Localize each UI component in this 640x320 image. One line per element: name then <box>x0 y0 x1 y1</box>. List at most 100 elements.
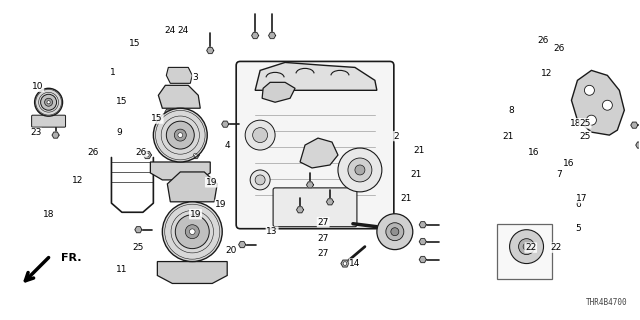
Polygon shape <box>631 122 638 128</box>
Text: 5: 5 <box>576 224 582 233</box>
Circle shape <box>391 228 399 236</box>
Polygon shape <box>166 68 192 83</box>
Text: 24: 24 <box>164 27 175 36</box>
Polygon shape <box>341 260 349 267</box>
Text: 18: 18 <box>570 119 581 128</box>
Polygon shape <box>239 242 246 248</box>
FancyBboxPatch shape <box>31 115 65 127</box>
Text: 27: 27 <box>317 218 329 227</box>
Polygon shape <box>143 152 152 158</box>
Text: 1: 1 <box>109 68 115 77</box>
Circle shape <box>518 239 534 255</box>
Polygon shape <box>252 33 259 39</box>
Text: THR4B4700: THR4B4700 <box>586 298 627 307</box>
Text: 12: 12 <box>72 176 83 185</box>
Circle shape <box>35 88 63 116</box>
Text: 21: 21 <box>413 146 425 155</box>
Text: 14: 14 <box>349 259 361 268</box>
Text: 25: 25 <box>579 119 591 128</box>
Circle shape <box>509 230 543 264</box>
Circle shape <box>47 101 50 104</box>
Text: 23: 23 <box>30 128 42 137</box>
Text: 26: 26 <box>136 148 147 156</box>
Text: 16: 16 <box>528 148 540 156</box>
Text: 12: 12 <box>541 69 552 78</box>
Polygon shape <box>269 33 276 39</box>
Text: 18: 18 <box>43 210 54 219</box>
Text: 22: 22 <box>550 243 562 252</box>
Text: 6: 6 <box>576 200 582 209</box>
Text: 15: 15 <box>116 97 128 106</box>
Circle shape <box>186 225 199 239</box>
Polygon shape <box>255 62 377 90</box>
Text: 9: 9 <box>116 128 122 137</box>
Circle shape <box>166 121 195 149</box>
Text: 15: 15 <box>129 39 141 48</box>
Text: 27: 27 <box>317 234 329 243</box>
FancyBboxPatch shape <box>236 61 394 229</box>
Text: 26: 26 <box>538 36 549 45</box>
Polygon shape <box>52 132 59 138</box>
Text: 2: 2 <box>394 132 399 140</box>
Bar <box>497 224 552 279</box>
Circle shape <box>45 98 52 106</box>
Text: 17: 17 <box>576 194 588 203</box>
Polygon shape <box>296 207 303 213</box>
Text: 26: 26 <box>554 44 565 53</box>
Text: 19: 19 <box>189 210 201 219</box>
Polygon shape <box>157 261 227 284</box>
Polygon shape <box>150 162 210 180</box>
Circle shape <box>602 100 612 110</box>
Text: 19: 19 <box>215 200 227 209</box>
Polygon shape <box>572 70 625 135</box>
Circle shape <box>586 115 596 125</box>
Circle shape <box>250 170 270 190</box>
Circle shape <box>253 128 268 143</box>
Circle shape <box>348 158 372 182</box>
Circle shape <box>245 120 275 150</box>
Polygon shape <box>636 142 640 148</box>
Circle shape <box>174 129 186 141</box>
Text: 25: 25 <box>579 132 591 140</box>
Text: 27: 27 <box>317 250 329 259</box>
Circle shape <box>584 85 595 95</box>
Text: 21: 21 <box>502 132 514 140</box>
Circle shape <box>145 153 149 157</box>
Circle shape <box>154 108 207 162</box>
Text: 8: 8 <box>509 106 515 115</box>
Circle shape <box>175 215 209 249</box>
Text: 7: 7 <box>557 170 563 179</box>
Polygon shape <box>158 85 200 108</box>
Circle shape <box>163 202 222 261</box>
FancyBboxPatch shape <box>273 188 357 227</box>
Circle shape <box>355 165 365 175</box>
Circle shape <box>523 243 530 250</box>
Text: 21: 21 <box>401 194 412 203</box>
Polygon shape <box>167 172 217 202</box>
Text: 20: 20 <box>225 246 236 255</box>
Circle shape <box>343 262 347 265</box>
Polygon shape <box>307 182 314 188</box>
Circle shape <box>377 214 413 250</box>
Polygon shape <box>135 227 142 233</box>
Text: 26: 26 <box>88 148 99 156</box>
Polygon shape <box>300 138 338 168</box>
Text: FR.: FR. <box>61 252 81 263</box>
Text: 11: 11 <box>116 265 128 275</box>
Polygon shape <box>191 152 199 158</box>
Text: 22: 22 <box>525 243 536 252</box>
Circle shape <box>178 133 182 138</box>
Polygon shape <box>419 222 426 228</box>
Circle shape <box>386 223 404 241</box>
Polygon shape <box>262 82 295 102</box>
Circle shape <box>255 175 265 185</box>
Circle shape <box>338 148 382 192</box>
Polygon shape <box>207 47 214 53</box>
Circle shape <box>40 94 56 110</box>
Text: 15: 15 <box>152 114 163 123</box>
Text: 19: 19 <box>205 178 217 187</box>
Polygon shape <box>165 109 172 115</box>
Polygon shape <box>221 121 228 127</box>
Text: 10: 10 <box>32 82 44 91</box>
Circle shape <box>189 229 195 235</box>
